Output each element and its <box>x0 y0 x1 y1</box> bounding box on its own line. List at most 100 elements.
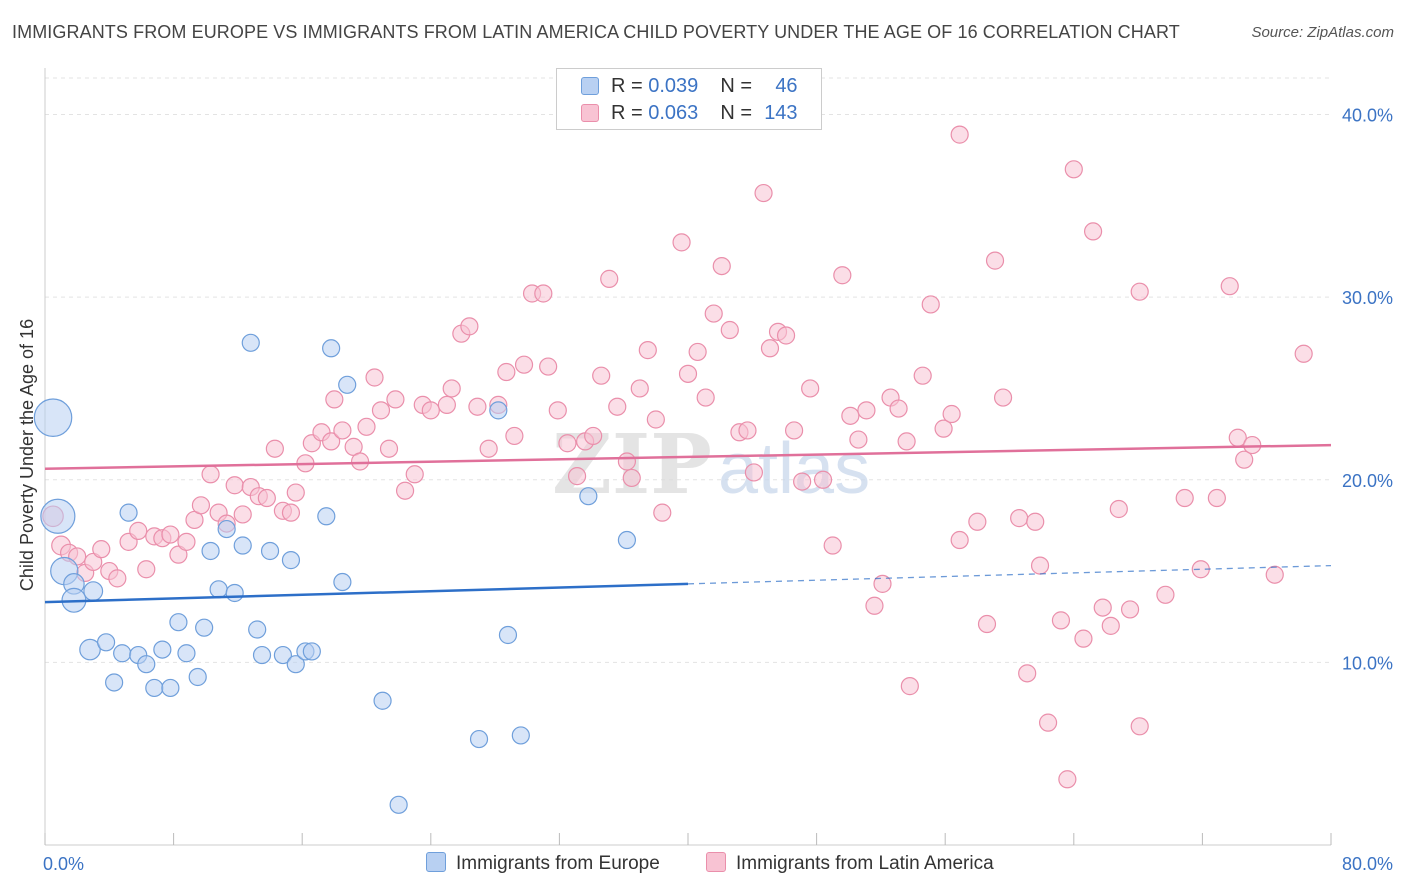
europe-point <box>248 620 267 639</box>
latam-point <box>592 366 611 385</box>
latam-point <box>630 379 649 398</box>
latam-point <box>325 390 344 409</box>
bottom-legend-europe: Immigrants from Europe <box>426 852 660 875</box>
europe-point <box>201 541 220 561</box>
europe-point <box>489 401 508 420</box>
latam-point <box>350 452 370 471</box>
latam-point <box>191 496 211 515</box>
latam-point <box>1101 616 1120 635</box>
latam-trend-line <box>44 443 1332 471</box>
latam-point <box>646 410 665 429</box>
latam-point <box>793 472 812 491</box>
latam-point <box>873 574 892 593</box>
latam-point <box>129 521 148 540</box>
latam-point <box>257 488 276 508</box>
europe-point <box>195 618 214 637</box>
latam-point <box>1243 435 1262 455</box>
legend-r-label: R = <box>611 75 649 97</box>
latam-point <box>357 417 376 436</box>
latam-point <box>900 677 919 696</box>
legend-row-europe: R = 0.039 N = 46 <box>581 75 798 99</box>
latam-point <box>365 368 384 387</box>
latam-points <box>42 125 1313 789</box>
latam-point <box>395 481 415 500</box>
latam-point <box>801 379 820 398</box>
europe-point <box>225 583 244 603</box>
latam-point <box>678 364 698 383</box>
latam-point <box>738 421 757 440</box>
latam-point <box>1058 770 1077 789</box>
latam-point <box>1064 160 1083 179</box>
latam-point <box>897 432 916 451</box>
latam-point <box>437 395 456 414</box>
source-credit: Source: ZipAtlas.com <box>1251 24 1394 41</box>
latam-point <box>950 125 969 144</box>
latam-point <box>1051 611 1071 630</box>
latam-point <box>333 421 352 440</box>
legend-n-label: N = <box>720 102 758 124</box>
latam-point <box>704 304 723 323</box>
latam-point <box>514 355 534 374</box>
latam-point <box>1220 277 1239 296</box>
latam-point <box>1130 717 1149 736</box>
latam-point <box>177 532 196 551</box>
latam-point <box>1207 488 1226 508</box>
latam-point <box>849 430 868 449</box>
latam-point <box>653 503 672 522</box>
legend-swatch-europe <box>581 77 599 95</box>
latam-point <box>638 341 657 360</box>
latam-point <box>233 505 252 524</box>
latam-point <box>985 251 1005 270</box>
latam-point <box>754 183 773 203</box>
latam-point <box>479 439 498 458</box>
latam-point <box>281 503 301 522</box>
latam-point <box>322 432 341 451</box>
trend-lines <box>44 443 1332 604</box>
chart-title: IMMIGRANTS FROM EUROPE VS IMMIGRANTS FRO… <box>12 22 1180 42</box>
axis-layer: 10.0% 20.0% 30.0% 40.0% 0.0% 80.0% <box>43 68 1393 874</box>
bottom-legend-swatch-latam <box>706 852 726 872</box>
latam-point <box>823 536 842 555</box>
europe-point <box>188 667 207 687</box>
europe-points <box>33 333 637 814</box>
europe-point <box>96 633 116 652</box>
latam-point <box>865 596 884 615</box>
latam-point <box>137 560 156 579</box>
europe-point <box>153 640 172 659</box>
latam-point <box>688 342 707 362</box>
europe-point <box>241 333 260 352</box>
latam-point <box>567 467 587 486</box>
europe-point <box>113 644 132 663</box>
legend-r-value-europe: 0.039 <box>648 75 699 97</box>
europe-point <box>169 613 188 632</box>
latam-point <box>993 388 1013 407</box>
europe-point <box>373 691 392 710</box>
latam-point <box>1120 600 1140 619</box>
latam-point <box>921 295 940 314</box>
x-tick-label-max: 80.0% <box>1342 854 1393 874</box>
europe-point <box>119 503 138 522</box>
latam-point <box>696 388 715 407</box>
latam-point <box>784 421 804 440</box>
latam-point <box>1093 598 1112 617</box>
latam-point <box>841 406 860 425</box>
latam-point <box>934 419 953 438</box>
latam-point <box>460 317 479 336</box>
legend-swatch-latam <box>581 104 599 122</box>
legend-r-label: R = <box>611 102 649 124</box>
europe-point <box>498 625 518 645</box>
latam-point <box>720 320 739 340</box>
europe-point <box>79 638 101 661</box>
europe-point <box>389 795 408 814</box>
latam-point <box>1175 488 1194 508</box>
legend-r-value-latam: 0.063 <box>648 102 699 124</box>
europe-point <box>273 645 293 665</box>
latam-point <box>92 540 111 559</box>
bottom-legend-swatch-europe <box>426 852 446 872</box>
europe-point <box>286 655 305 674</box>
europe-trend-line <box>44 582 689 604</box>
latam-point <box>776 326 796 345</box>
latam-point <box>225 476 244 495</box>
latam-point <box>712 256 731 276</box>
latam-point <box>813 470 833 489</box>
